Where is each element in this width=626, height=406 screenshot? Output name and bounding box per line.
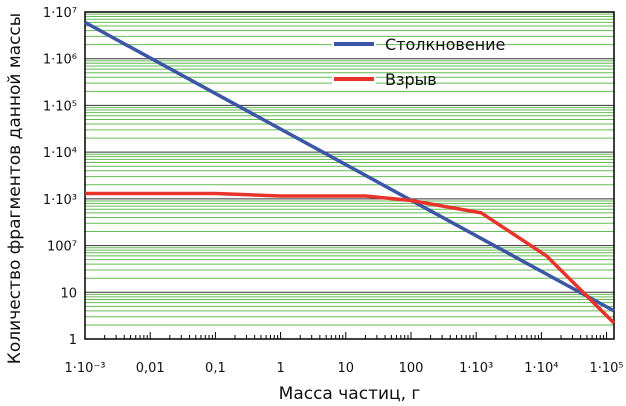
y-tick-label: 1·10⁷ [43, 6, 77, 21]
y-tick-labels: 1 10 100⁷ 1·10³ 1·10⁴ 1·10⁵ 1·10⁶ 1·10⁷ [43, 6, 77, 348]
x-tick-marks [84, 332, 608, 339]
y-tick-label: 1 [69, 333, 77, 348]
legend-label: Взрыв [385, 70, 437, 89]
y-tick-label: 1·10⁵ [43, 99, 77, 114]
y-tick-label: 10 [60, 286, 77, 301]
x-tick-label: 1·10³ [459, 361, 493, 376]
series-line-collision [84, 20, 615, 313]
x-tick-label: 0,1 [205, 361, 226, 376]
y-tick-label: 1·10⁶ [43, 53, 77, 68]
legend-label: Столкновение [385, 35, 505, 54]
minor-gridlines [85, 13, 614, 326]
y-axis-title: Количество фрагментов данной массы [5, 13, 25, 364]
legend: Столкновение Взрыв [332, 35, 505, 89]
y-tick-label: 100⁷ [47, 240, 77, 255]
x-tick-label: 1 [276, 361, 284, 376]
y-tick-label: 1·10⁴ [43, 146, 77, 161]
x-tick-label: 10 [338, 361, 355, 376]
x-tick-label: 100 [399, 361, 424, 376]
plot-frame [84, 11, 615, 340]
x-tick-label: 1·10⁵ [589, 361, 623, 376]
x-tick-label: 1·10⁴ [524, 361, 558, 376]
x-tick-labels: 1·10⁻³ 0,01 0,1 1 10 100 1·10³ 1·10⁴ 1·10⁵ [64, 361, 623, 376]
x-tick-label: 1·10⁻³ [64, 361, 105, 376]
x-axis-title: Масса частиц, г [279, 384, 421, 404]
series-line-explosion [85, 191, 616, 325]
x-tick-label: 0,01 [136, 361, 165, 376]
y-tick-label: 1·10³ [43, 193, 77, 208]
